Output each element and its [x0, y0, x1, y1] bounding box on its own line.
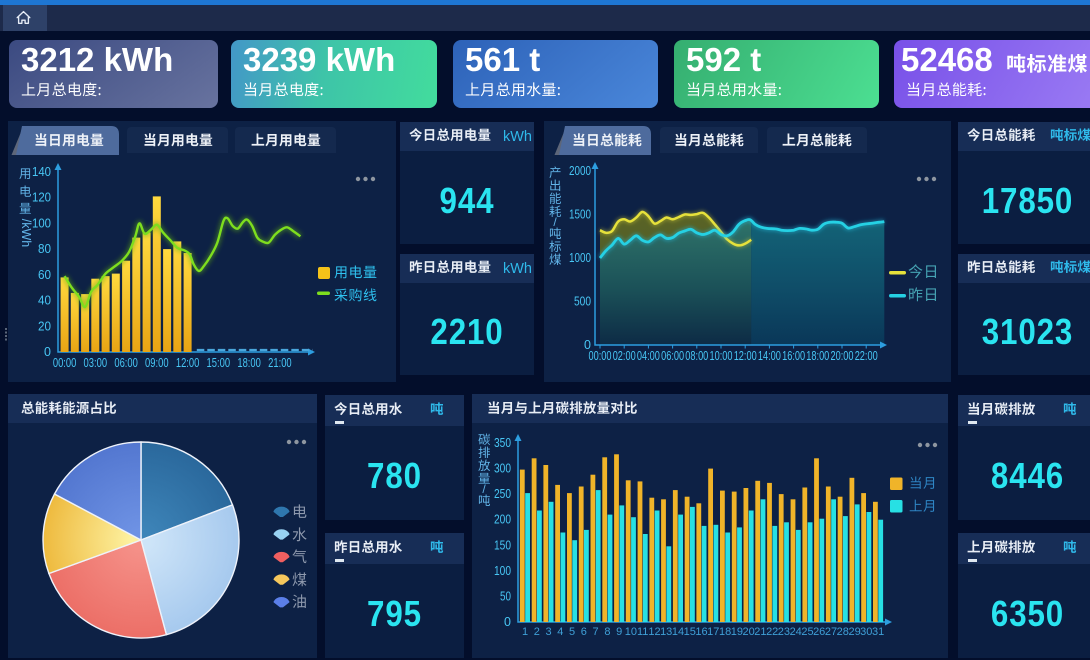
svg-text:23: 23	[778, 626, 790, 638]
svg-text:09:00: 09:00	[145, 355, 169, 370]
svg-text:12: 12	[648, 626, 660, 638]
svg-text:00:00: 00:00	[53, 355, 77, 370]
svg-text:25: 25	[801, 626, 813, 638]
svg-text:10:00: 10:00	[710, 349, 733, 363]
svg-text:2000: 2000	[569, 164, 591, 178]
svg-text:150: 150	[494, 538, 511, 552]
svg-text:16:00: 16:00	[782, 349, 805, 363]
svg-text:31: 31	[872, 626, 884, 638]
svg-text:2: 2	[534, 626, 540, 638]
svg-text:11: 11	[637, 626, 648, 638]
svg-text:10: 10	[625, 626, 637, 638]
svg-text:4: 4	[557, 626, 563, 638]
svg-text:15:00: 15:00	[207, 355, 231, 370]
svg-text:28: 28	[837, 626, 849, 638]
svg-text:140: 140	[32, 165, 51, 179]
svg-text:5: 5	[569, 626, 575, 638]
svg-text:60: 60	[38, 268, 51, 282]
svg-text:3: 3	[545, 626, 551, 638]
svg-text:14: 14	[672, 626, 684, 638]
svg-text:200: 200	[494, 513, 511, 527]
svg-text:20:00: 20:00	[831, 349, 854, 363]
svg-text:0: 0	[504, 615, 511, 629]
svg-text:0: 0	[44, 345, 51, 359]
svg-text:1000: 1000	[569, 251, 591, 265]
svg-text:6: 6	[581, 626, 587, 638]
svg-text:12:00: 12:00	[176, 355, 200, 370]
svg-text:350: 350	[494, 436, 511, 450]
svg-text:12:00: 12:00	[734, 349, 757, 363]
svg-text:27: 27	[825, 626, 837, 638]
svg-text:1500: 1500	[569, 208, 591, 222]
svg-text:100: 100	[32, 216, 51, 230]
svg-text:40: 40	[38, 294, 51, 308]
svg-text:120: 120	[32, 191, 51, 205]
svg-text:9: 9	[616, 626, 622, 638]
svg-text:8: 8	[604, 626, 610, 638]
svg-text:26: 26	[813, 626, 825, 638]
svg-text:06:00: 06:00	[661, 349, 684, 363]
svg-text:18: 18	[719, 626, 731, 638]
svg-text:300: 300	[494, 462, 511, 476]
svg-text:21:00: 21:00	[268, 355, 292, 370]
svg-text:250: 250	[494, 487, 511, 501]
svg-text:100: 100	[494, 564, 511, 578]
svg-text:1: 1	[522, 626, 528, 638]
svg-text:20: 20	[742, 626, 754, 638]
svg-text:14:00: 14:00	[758, 349, 781, 363]
svg-text:21: 21	[754, 626, 766, 638]
svg-text:30: 30	[860, 626, 872, 638]
svg-text:08:00: 08:00	[685, 349, 708, 363]
svg-text:80: 80	[38, 242, 51, 256]
svg-text:7: 7	[593, 626, 599, 638]
svg-text:22: 22	[766, 626, 778, 638]
svg-text:20: 20	[38, 319, 51, 333]
svg-text:02:00: 02:00	[613, 349, 636, 363]
svg-text:04:00: 04:00	[637, 349, 660, 363]
svg-text:06:00: 06:00	[114, 355, 138, 370]
svg-text:17: 17	[707, 626, 719, 638]
svg-text:00:00: 00:00	[589, 349, 612, 363]
svg-text:18:00: 18:00	[806, 349, 829, 363]
svg-text:0: 0	[584, 338, 591, 352]
svg-text:18:00: 18:00	[237, 355, 261, 370]
svg-text:22:00: 22:00	[855, 349, 878, 363]
svg-text:03:00: 03:00	[84, 355, 108, 370]
svg-text:29: 29	[848, 626, 860, 638]
svg-text:500: 500	[574, 295, 591, 309]
svg-text:15: 15	[684, 626, 696, 638]
svg-text:50: 50	[500, 589, 511, 603]
svg-text:16: 16	[695, 626, 707, 638]
svg-text:19: 19	[731, 626, 743, 638]
svg-text:24: 24	[790, 626, 802, 638]
svg-text:13: 13	[660, 626, 672, 638]
